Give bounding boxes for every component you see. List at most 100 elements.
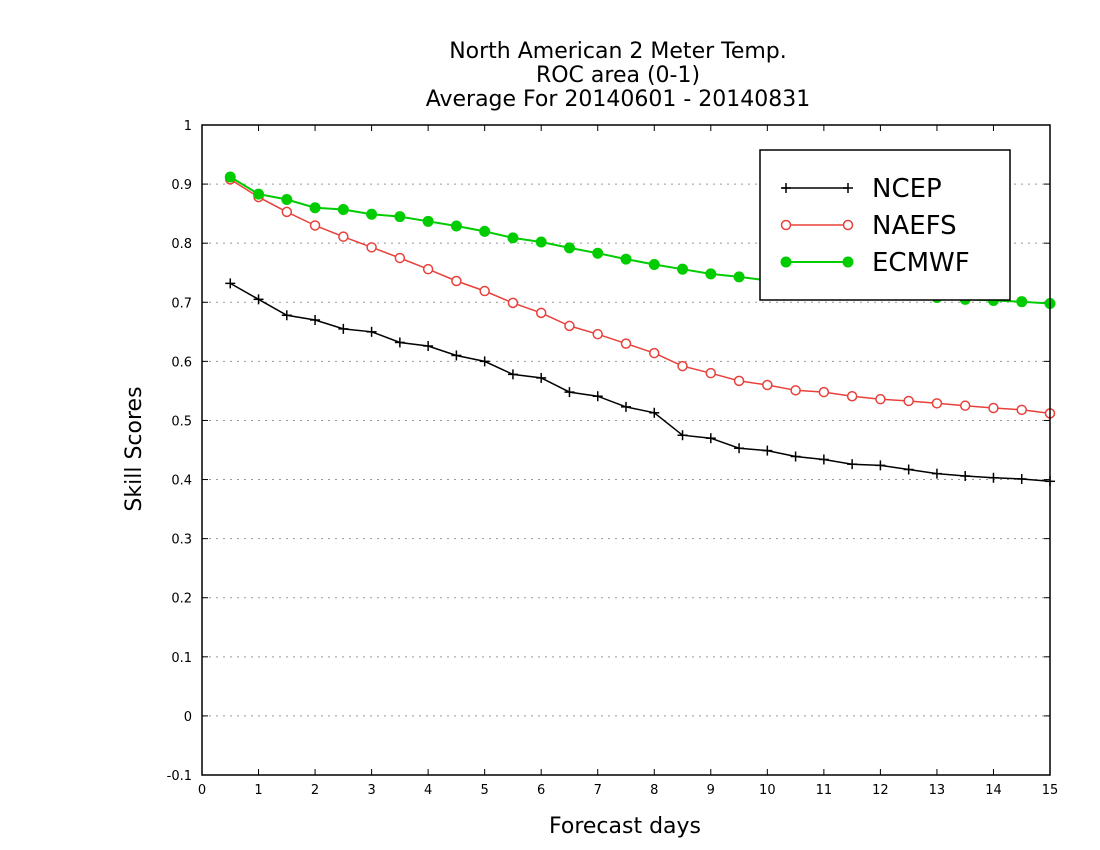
data-point-marker xyxy=(846,390,858,402)
data-point-marker xyxy=(780,219,792,231)
data-point-marker xyxy=(564,320,575,332)
data-point-marker xyxy=(1016,404,1027,416)
data-point-marker xyxy=(733,375,745,387)
data-point-marker xyxy=(931,398,943,409)
y-tick-label: 1 xyxy=(184,119,192,134)
y-tick-label: 0.9 xyxy=(171,178,192,193)
y-tick-label: 0.3 xyxy=(171,533,192,548)
data-point-marker xyxy=(366,242,377,253)
data-point-marker xyxy=(705,268,717,280)
legend-item-naefs: NAEFS xyxy=(780,211,957,241)
data-point-marker xyxy=(903,395,914,407)
data-point-marker xyxy=(780,256,792,268)
x-tick-label: 3 xyxy=(367,783,375,798)
data-point-marker xyxy=(450,220,462,232)
axes: -0.100.10.20.30.40.50.60.70.80.910 1 2 3 4 5 6… xyxy=(167,119,1059,798)
y-tick-label: 0.4 xyxy=(171,474,192,489)
y-tick-label: 0.6 xyxy=(171,355,192,370)
legend-item-ecmwf: ECMWF xyxy=(780,248,970,278)
data-point-marker xyxy=(309,220,321,231)
data-point-marker xyxy=(535,307,547,319)
x-tick-label: 9 xyxy=(707,783,715,798)
data-point-marker xyxy=(790,385,801,396)
x-tick-label: 11 xyxy=(816,783,833,798)
chart-title-line-3: Average For 20140601 - 20140831 xyxy=(426,87,811,112)
data-point-marker xyxy=(451,275,462,287)
data-point-marker xyxy=(309,202,321,214)
y-tick-label: 0.7 xyxy=(171,296,192,311)
data-point-marker xyxy=(818,386,830,398)
legend-label: ECMWF xyxy=(872,248,970,278)
y-tick-label: 0.2 xyxy=(171,592,192,607)
x-tick-label: 5 xyxy=(481,783,489,798)
data-point-marker xyxy=(705,367,717,379)
data-point-marker xyxy=(842,256,854,268)
data-point-marker xyxy=(337,204,349,215)
data-point-marker xyxy=(479,285,490,297)
data-point-marker xyxy=(338,231,349,242)
x-tick-label: 13 xyxy=(929,783,946,798)
y-tick-label: 0.1 xyxy=(171,651,192,666)
series-line-ncep xyxy=(229,282,1051,483)
x-axis-label: Forecast days xyxy=(549,814,701,839)
data-point-marker xyxy=(648,258,660,270)
series-ncep xyxy=(225,278,1055,487)
data-point-marker xyxy=(842,219,854,231)
data-point-marker xyxy=(394,252,406,264)
y-tick-label: 0 xyxy=(184,710,192,725)
data-point-marker xyxy=(762,379,773,391)
x-tick-label: 2 xyxy=(311,783,319,798)
x-tick-label: 12 xyxy=(872,783,889,798)
x-tick-label: 7 xyxy=(594,783,602,798)
data-point-marker xyxy=(253,188,265,200)
data-point-marker xyxy=(281,206,293,218)
chart-title-line-2: ROC area (0-1) xyxy=(536,63,700,88)
data-point-marker xyxy=(563,242,575,254)
data-point-marker xyxy=(620,253,632,265)
data-point-marker xyxy=(620,338,632,349)
x-tick-label: 0 xyxy=(198,783,206,798)
x-tick-label: 14 xyxy=(985,783,1002,798)
data-point-marker xyxy=(394,211,406,223)
x-tick-label: 1 xyxy=(254,783,262,798)
data-point-marker xyxy=(875,393,886,405)
data-point-marker xyxy=(479,225,491,237)
data-point-marker xyxy=(959,400,971,411)
legend-box xyxy=(759,149,1011,301)
y-tick-label: -0.1 xyxy=(167,769,192,784)
grid-lines xyxy=(202,183,1050,717)
y-tick-label: 0.5 xyxy=(171,414,192,429)
x-tick-label: 4 xyxy=(424,783,432,798)
data-point-marker xyxy=(677,263,689,275)
data-point-marker xyxy=(281,193,293,205)
legend-item-ncep: NCEP xyxy=(781,174,942,204)
data-point-marker xyxy=(592,328,603,340)
x-tick-label: 10 xyxy=(759,783,776,798)
series-naefs xyxy=(225,174,1056,419)
legend-label: NAEFS xyxy=(872,211,957,241)
legend-label: NCEP xyxy=(872,174,942,204)
data-point-marker xyxy=(507,232,519,244)
data-point-marker xyxy=(507,297,519,309)
data-point-marker xyxy=(422,215,434,227)
x-tick-label: 6 xyxy=(537,783,545,798)
data-point-marker xyxy=(1016,296,1028,308)
x-tick-label: 15 xyxy=(1042,783,1059,798)
data-point-marker xyxy=(535,236,547,248)
chart-title: North American 2 Meter Temp. ROC area (0… xyxy=(426,39,811,112)
data-point-marker xyxy=(733,271,745,283)
legend: NCEP NAEFS ECMWF xyxy=(759,149,1011,301)
data-point-marker xyxy=(677,360,688,372)
data-point-marker xyxy=(224,171,236,183)
data-point-marker xyxy=(592,247,604,259)
data-point-marker xyxy=(988,402,999,414)
data-point-marker xyxy=(366,208,378,220)
data-point-marker xyxy=(649,347,660,359)
chart-title-line-1: North American 2 Meter Temp. xyxy=(449,39,787,64)
plot-area-frame xyxy=(201,124,1051,776)
data-point-marker xyxy=(422,263,434,275)
y-axis-label: Skill Scores xyxy=(122,386,147,511)
x-tick-label: 8 xyxy=(650,783,658,798)
y-tick-label: 0.8 xyxy=(171,237,192,252)
